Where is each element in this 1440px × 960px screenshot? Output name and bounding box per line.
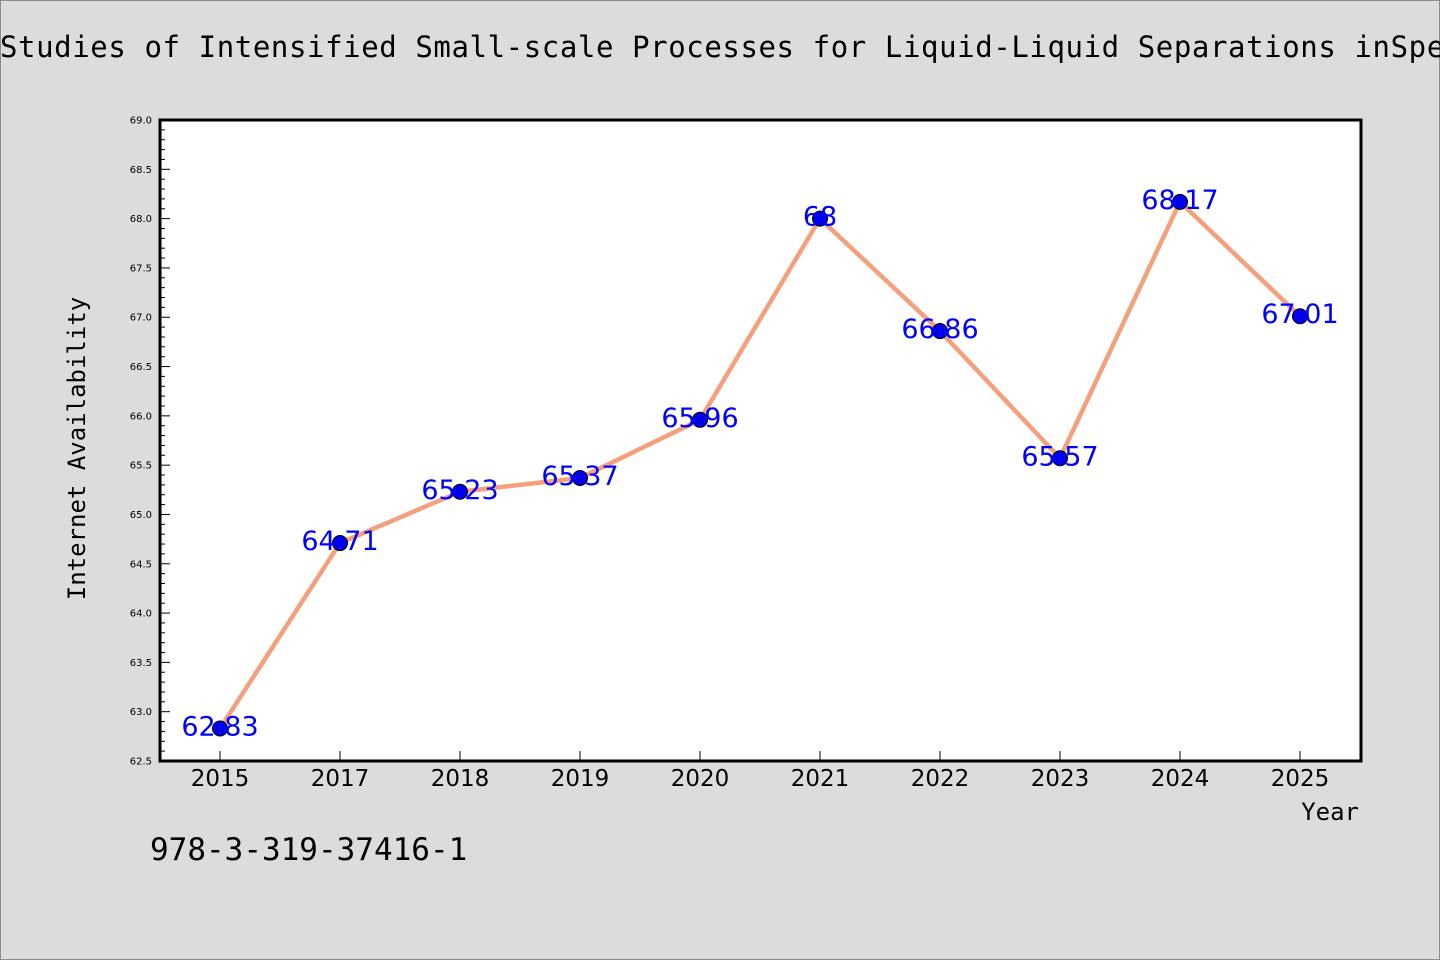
y-tick-label: 68.0	[130, 214, 152, 225]
x-tick-label: 2018	[431, 766, 490, 792]
data-point	[1292, 308, 1308, 325]
data-point	[572, 469, 588, 486]
data-label: 66.86	[901, 314, 978, 345]
data-point	[332, 535, 348, 552]
x-tick-label: 2020	[671, 766, 730, 792]
x-axis-label: Year	[1301, 798, 1359, 826]
data-label: 64.71	[301, 526, 378, 557]
data-point	[1172, 193, 1188, 210]
x-tick-label: 2015	[191, 766, 250, 792]
y-tick-label: 64.5	[130, 559, 152, 570]
y-tick-label: 66.5	[130, 362, 152, 373]
x-tick-label: 2023	[1031, 766, 1090, 792]
data-label: 68.17	[1141, 185, 1218, 216]
y-tick-label: 64.0	[130, 609, 152, 620]
x-tick-label: 2021	[791, 766, 850, 792]
data-label: 67.01	[1261, 299, 1338, 330]
data-label: 65.37	[541, 461, 618, 492]
data-point	[692, 411, 708, 428]
isbn-label: 978-3-319-37416-1	[150, 832, 468, 868]
data-label: 68	[803, 202, 837, 233]
x-tick-label: 2025	[1271, 766, 1330, 792]
y-tick-label: 62.5	[130, 757, 152, 768]
chart-title: Studies of Intensified Small-scale Proce…	[0, 30, 1440, 64]
y-tick-label: 63.0	[130, 707, 152, 718]
y-tick-label: 68.5	[130, 165, 152, 176]
y-axis-label: Internet Availability	[63, 297, 91, 600]
x-tick-label: 2019	[551, 766, 610, 792]
y-tick-label: 63.5	[130, 658, 152, 669]
y-tick-label: 66.0	[130, 411, 152, 422]
data-point	[452, 483, 468, 500]
data-point	[212, 720, 228, 737]
x-tick-label: 2024	[1151, 766, 1210, 792]
x-tick-label: 2022	[911, 766, 970, 792]
data-label: 65.23	[421, 475, 498, 506]
data-point	[1052, 450, 1068, 467]
y-tick-label: 67.0	[130, 313, 152, 324]
y-tick-label: 65.5	[130, 461, 152, 472]
plot-border	[158, 118, 1363, 763]
plot-area	[160, 120, 1361, 761]
data-point	[932, 323, 948, 340]
y-tick-label: 67.5	[130, 263, 152, 274]
y-tick-label: 69.0	[130, 116, 152, 127]
x-tick-label: 2017	[311, 766, 370, 792]
data-label: 62.83	[181, 711, 258, 742]
series-line	[217, 199, 1303, 731]
data-point	[812, 210, 828, 227]
data-label: 65.96	[661, 403, 738, 434]
data-label: 65.57	[1021, 441, 1098, 472]
y-tick-label: 65.0	[130, 510, 152, 521]
